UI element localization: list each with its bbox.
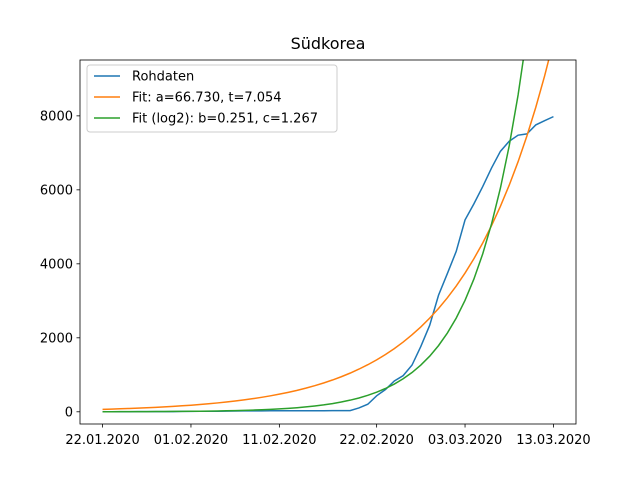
line-series — [102, 60, 524, 413]
y-tick-label: 4000 — [40, 257, 73, 272]
chart-title: Südkorea — [291, 34, 366, 53]
x-tick-label: 03.03.2020 — [428, 433, 502, 448]
line-series — [102, 60, 550, 411]
x-tick-label: 01.02.2020 — [154, 433, 228, 448]
x-tick-label: 13.03.2020 — [516, 433, 590, 448]
y-tick-label: 2000 — [40, 331, 73, 346]
legend-label: Rohdaten — [132, 70, 194, 85]
y-tick-label: 0 — [65, 405, 73, 420]
x-tick-label: 22.01.2020 — [65, 433, 139, 448]
axes-frame — [79, 59, 577, 425]
x-tick-label: 22.02.2020 — [339, 433, 413, 448]
legend-label: Fit: a=66.730, t=7.054 — [132, 91, 282, 106]
legend: Rohdaten Fit: a=66.730, t=7.054 Fit (log2)… — [86, 64, 338, 133]
legend-label: Fit (log2): b=0.251, c=1.267 — [132, 112, 318, 127]
y-tick-label: 8000 — [40, 109, 73, 124]
x-tick-label: 11.02.2020 — [242, 433, 316, 448]
legend-box — [86, 64, 338, 133]
y-tick-label: 6000 — [40, 183, 73, 198]
